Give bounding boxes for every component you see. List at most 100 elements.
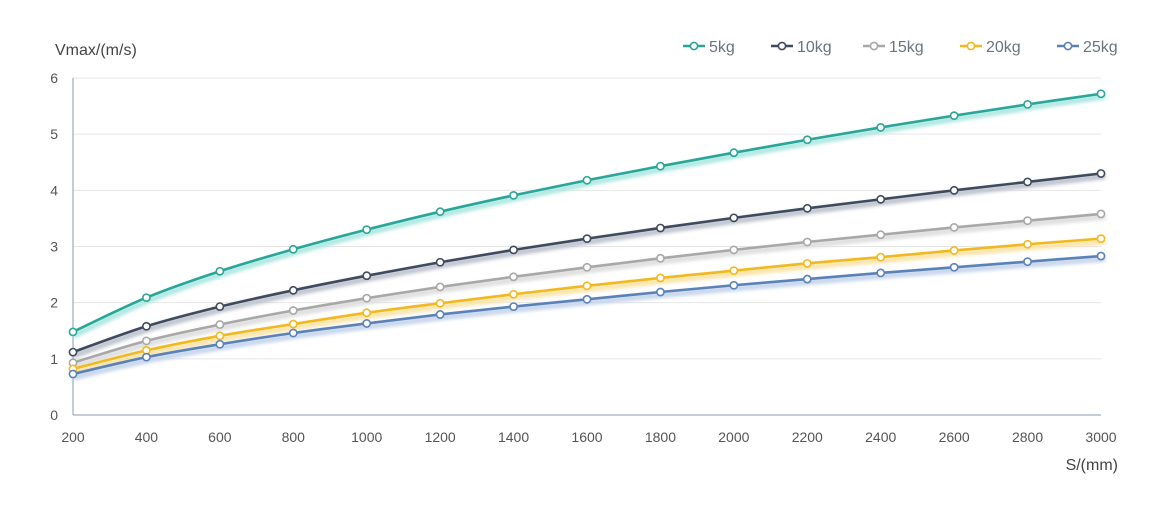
data-point[interactable] <box>1023 239 1032 249</box>
data-point[interactable] <box>582 234 592 244</box>
data-point[interactable] <box>802 274 812 284</box>
data-point[interactable] <box>729 266 739 276</box>
data-point[interactable] <box>656 273 665 283</box>
data-point[interactable] <box>1096 209 1106 219</box>
data-point[interactable] <box>802 237 812 247</box>
data-point[interactable] <box>876 252 886 262</box>
x-tick-label: 200 <box>61 429 85 445</box>
x-axis-title: S/(mm) <box>1066 457 1118 474</box>
y-tick-label: 5 <box>50 126 58 142</box>
data-point[interactable] <box>802 135 812 145</box>
data-point[interactable] <box>362 308 372 318</box>
series-15kg <box>68 209 1106 369</box>
data-point[interactable] <box>656 287 665 297</box>
legend-item-25kg[interactable]: 25kg <box>1057 39 1118 56</box>
data-point[interactable] <box>288 285 298 295</box>
data-point[interactable] <box>1096 234 1106 244</box>
data-point[interactable] <box>876 194 886 204</box>
data-point[interactable] <box>1096 89 1106 99</box>
data-point[interactable] <box>362 293 372 303</box>
data-point[interactable] <box>1096 251 1106 261</box>
legend[interactable]: 5kg 10kg 15kg 20kg 25kg <box>683 39 1118 56</box>
data-point[interactable] <box>215 302 225 311</box>
data-point[interactable] <box>68 327 78 337</box>
data-point[interactable] <box>215 331 225 341</box>
data-point[interactable] <box>582 175 592 185</box>
data-point[interactable] <box>729 213 739 223</box>
legend-item-20kg[interactable]: 20kg <box>960 39 1021 56</box>
data-point[interactable] <box>288 244 298 254</box>
data-point[interactable] <box>509 272 518 282</box>
data-point[interactable] <box>215 320 225 329</box>
legend-marker-icon <box>966 41 976 51</box>
data-point[interactable] <box>142 321 151 331</box>
data-point[interactable] <box>1096 169 1106 178</box>
legend-item-15kg[interactable]: 15kg <box>863 39 924 56</box>
data-point[interactable] <box>1023 216 1032 226</box>
legend-marker-icon <box>777 41 787 51</box>
data-point[interactable] <box>68 369 78 379</box>
axes: 0 1 2 3 4 5 6 200 400 600 800 1000 1200 1400 1600 1800 2… <box>50 70 1117 445</box>
data-point[interactable] <box>509 190 518 200</box>
data-point[interactable] <box>1023 99 1032 109</box>
data-point[interactable] <box>509 245 518 255</box>
data-point[interactable] <box>802 203 812 213</box>
data-point[interactable] <box>949 246 959 255</box>
data-point[interactable] <box>435 282 445 292</box>
data-point[interactable] <box>362 225 372 235</box>
x-tick-label: 1000 <box>351 429 382 445</box>
data-point[interactable] <box>802 258 812 268</box>
series-25kg <box>68 251 1106 380</box>
data-point[interactable] <box>68 347 78 357</box>
legend-marker-icon <box>689 41 699 51</box>
data-point[interactable] <box>1023 177 1032 187</box>
data-point[interactable] <box>288 306 298 315</box>
data-point[interactable] <box>362 319 372 328</box>
y-tick-label: 0 <box>50 407 58 423</box>
data-point[interactable] <box>142 352 151 362</box>
data-point[interactable] <box>582 281 592 291</box>
x-tick-label: 800 <box>282 429 306 445</box>
data-point[interactable] <box>729 280 739 290</box>
series-20kg <box>68 234 1106 375</box>
data-point[interactable] <box>876 123 886 132</box>
legend-label: 25kg <box>1083 39 1118 56</box>
x-tick-label: 1400 <box>498 429 529 445</box>
data-point[interactable] <box>729 245 739 255</box>
data-point[interactable] <box>949 185 959 195</box>
data-point[interactable] <box>656 253 665 263</box>
data-point[interactable] <box>142 336 151 346</box>
data-point[interactable] <box>876 230 886 240</box>
data-point[interactable] <box>435 207 445 217</box>
series-group <box>68 89 1106 380</box>
y-tick-label: 6 <box>50 70 58 86</box>
data-point[interactable] <box>1023 257 1032 267</box>
data-point[interactable] <box>509 289 518 299</box>
data-point[interactable] <box>215 266 225 276</box>
legend-label: 15kg <box>889 39 924 56</box>
data-point[interactable] <box>215 339 225 349</box>
data-point[interactable] <box>656 161 665 171</box>
data-point[interactable] <box>949 223 959 232</box>
x-tick-label: 2200 <box>792 429 823 445</box>
data-point[interactable] <box>949 111 959 121</box>
legend-item-5kg[interactable]: 5kg <box>683 39 735 56</box>
data-point[interactable] <box>582 294 592 304</box>
data-point[interactable] <box>435 310 445 319</box>
data-point[interactable] <box>142 293 151 303</box>
legend-label: 5kg <box>709 39 735 56</box>
legend-item-10kg[interactable]: 10kg <box>771 39 832 56</box>
data-point[interactable] <box>288 319 298 329</box>
data-point[interactable] <box>435 257 445 267</box>
data-point[interactable] <box>949 262 959 272</box>
data-point[interactable] <box>876 268 886 278</box>
data-point[interactable] <box>288 328 298 338</box>
data-point[interactable] <box>656 223 665 233</box>
data-point[interactable] <box>435 298 445 308</box>
data-point[interactable] <box>582 262 592 272</box>
data-point[interactable] <box>509 302 518 311</box>
data-point[interactable] <box>729 148 739 158</box>
data-point[interactable] <box>362 271 372 281</box>
